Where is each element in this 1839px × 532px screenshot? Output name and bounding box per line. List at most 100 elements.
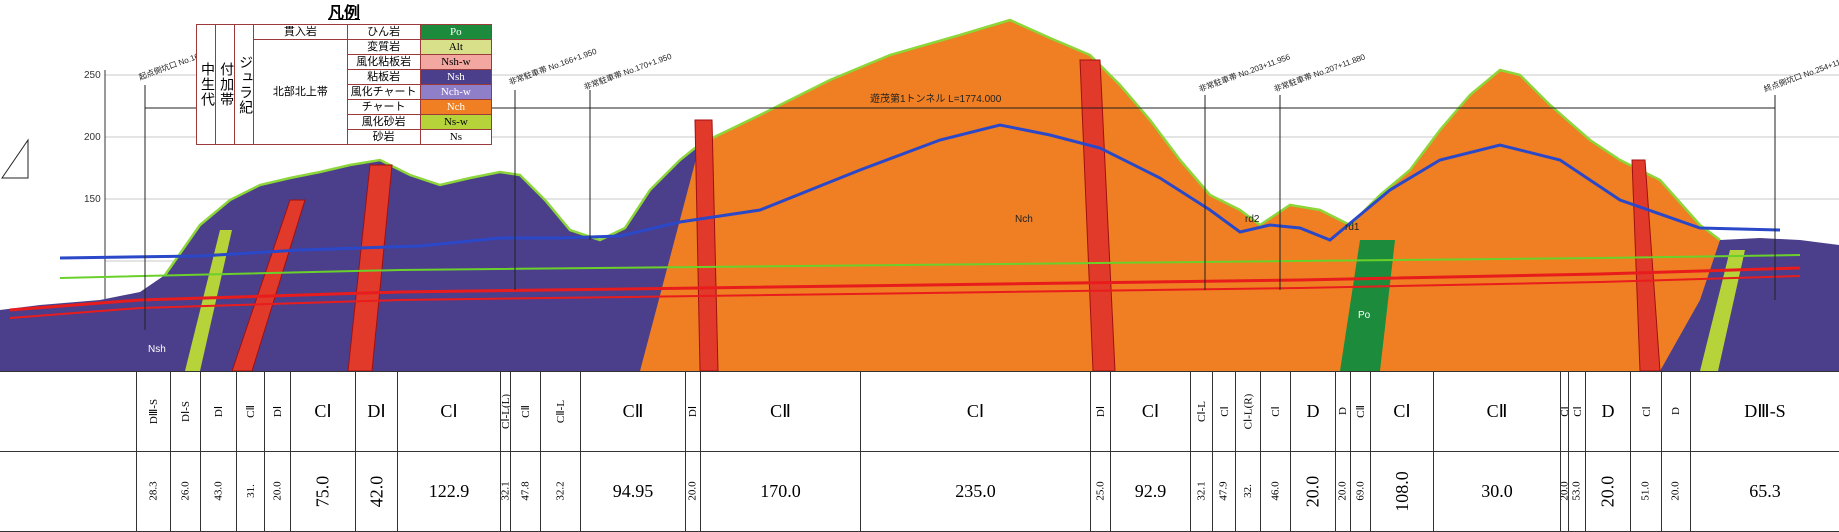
length-value: 47.8 xyxy=(519,481,532,501)
class-label: CⅠ-L(L) xyxy=(500,393,510,429)
length-value: 32. xyxy=(1242,484,1254,498)
class-label: CⅠ xyxy=(966,400,985,421)
length-cell: 32.1 xyxy=(1190,451,1212,531)
rock-class-table: DⅢ-S DⅠ-S DⅠ CⅡ DⅠ CⅠ DⅠ CⅠ CⅠ-L(L) CⅡ CⅡ-L CⅡ DⅠ CⅡ C… xyxy=(0,371,1839,532)
class-cell: D xyxy=(1661,371,1690,451)
rock-label-rd1: rd1 xyxy=(1345,222,1360,233)
class-cell: CⅠ xyxy=(1260,371,1290,451)
class-cell: DⅠ xyxy=(1090,371,1110,451)
length-value: 75.0 xyxy=(312,475,333,507)
table-top-border xyxy=(0,371,1839,372)
length-cell: 28.3 xyxy=(136,451,170,531)
length-value: 122.9 xyxy=(428,480,470,501)
length-value: 92.9 xyxy=(1134,480,1167,501)
length-cell: 32. xyxy=(1235,451,1260,531)
legend-code-6: Ns-w xyxy=(419,114,493,130)
scale-triangle xyxy=(1,138,29,179)
length-value: 42.0 xyxy=(366,475,386,507)
class-cell: CⅡ xyxy=(1433,371,1560,451)
class-label: CⅠ xyxy=(1218,405,1231,417)
class-cell: CⅠ-L(R) xyxy=(1235,371,1260,451)
length-value: 25.0 xyxy=(1094,481,1107,501)
class-label: CⅡ-L xyxy=(554,399,567,423)
geologic-profile: 250 200 150 遊茂第1トンネル L=1774.000 xyxy=(0,18,1839,371)
length-value: 51.0 xyxy=(1640,481,1652,501)
length-value: 94.95 xyxy=(612,480,654,501)
length-cell: 20.0 xyxy=(1335,451,1350,531)
fault-zone-5 xyxy=(1631,159,1661,371)
ns-w-bands xyxy=(185,230,1745,371)
nch-body xyxy=(640,20,1720,371)
class-label: DⅠ xyxy=(271,405,284,417)
length-value: 65.3 xyxy=(1749,480,1781,501)
fault-zone-3 xyxy=(694,119,719,371)
length-value: 32.1 xyxy=(1195,481,1208,501)
class-label: CⅠ xyxy=(1393,400,1411,421)
length-value: 43.0 xyxy=(212,481,225,501)
station-markers xyxy=(144,85,1776,330)
legend-intrusive: 貫入岩 xyxy=(253,24,348,40)
class-cell: CⅠ xyxy=(1212,371,1235,451)
length-value: 30.0 xyxy=(1481,480,1513,501)
weathered-zone-line xyxy=(163,18,1721,276)
legend-code-4: Nch-w xyxy=(419,84,493,100)
length-cell: 46.0 xyxy=(1260,451,1290,531)
length-cell: 122.9 xyxy=(397,451,500,531)
length-cell: 20.0 xyxy=(1661,451,1690,531)
class-cell: CⅡ xyxy=(700,371,860,451)
length-cell: 51.0 xyxy=(1630,451,1661,531)
class-cell: D xyxy=(1335,371,1350,451)
tunnel-line-lower xyxy=(9,275,1801,319)
legend-rock-0: ひん岩 xyxy=(346,24,421,40)
fault-zone-1 xyxy=(231,199,306,371)
length-value: 235.0 xyxy=(955,480,996,501)
class-label: CⅠ-L xyxy=(1196,400,1208,422)
class-cell: DⅠ xyxy=(355,371,397,451)
rock-label-nsh: Nsh xyxy=(148,344,166,355)
legend-code-3: Nsh xyxy=(419,69,493,85)
class-label: D xyxy=(1336,407,1349,415)
nsh-body xyxy=(0,144,700,371)
length-value: 46.0 xyxy=(1269,481,1282,501)
length-value: 20.0 xyxy=(1560,481,1568,501)
class-label: CⅠ xyxy=(1571,405,1584,417)
length-value: 53.0 xyxy=(1571,481,1583,501)
length-cell: 47.8 xyxy=(510,451,540,531)
class-label: CⅡ xyxy=(622,400,644,421)
class-label: CⅡ xyxy=(1354,404,1367,418)
formation-line xyxy=(59,254,1801,279)
class-cell: DⅠ-S xyxy=(170,371,200,451)
length-cell: 69.0 xyxy=(1350,451,1370,531)
length-value: 26.0 xyxy=(179,481,192,501)
class-label: D xyxy=(1306,400,1320,421)
class-cell: D xyxy=(1290,371,1335,451)
class-cell: CⅠ xyxy=(1568,371,1585,451)
legend: 凡例 中生代 付加帯 ジュラ紀 貫入岩 ひん岩 Po 北部北上帯 変質岩 Alt… xyxy=(195,4,493,145)
class-cell: CⅠ xyxy=(397,371,500,451)
class-label: DⅠ-S xyxy=(180,400,192,422)
length-value: 108.0 xyxy=(1391,470,1412,512)
class-label: CⅠ xyxy=(314,400,332,421)
legend-period: ジュラ紀 xyxy=(234,24,255,145)
class-label: DⅠ xyxy=(1094,405,1107,417)
length-value: 32.2 xyxy=(554,481,567,501)
length-cell: 32.2 xyxy=(540,451,580,531)
groundwater-line xyxy=(59,123,1781,260)
class-label: D xyxy=(1669,407,1682,415)
length-cell: 75.0 xyxy=(290,451,355,531)
legend-title: 凡例 xyxy=(327,5,360,22)
class-cell: CⅠ xyxy=(860,371,1090,451)
fault-zone-2 xyxy=(347,164,393,371)
class-label: CⅡ xyxy=(770,400,791,421)
legend-rock-6: 風化砂岩 xyxy=(346,114,421,130)
length-cell: 42.0 xyxy=(355,451,397,531)
class-cell: DⅠ xyxy=(685,371,700,451)
class-label: DⅢ-S xyxy=(148,398,160,424)
class-cell: CⅠ xyxy=(1630,371,1661,451)
class-label: CⅡ xyxy=(244,404,257,418)
length-cell: 30.0 xyxy=(1433,451,1560,531)
legend-code-0: Po xyxy=(419,24,493,40)
length-cell: 32.1 xyxy=(500,451,510,531)
elevation-ticks: 250 200 150 xyxy=(84,70,101,205)
class-cell: CⅡ xyxy=(1350,371,1370,451)
